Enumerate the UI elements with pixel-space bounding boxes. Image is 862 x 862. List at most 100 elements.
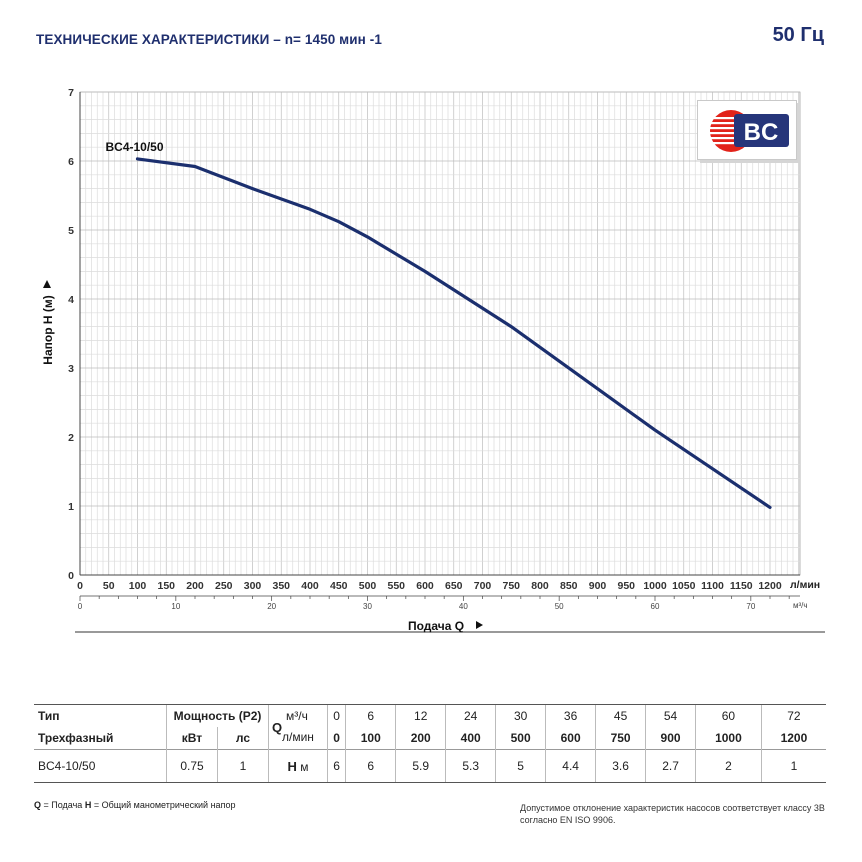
x2-tick-label: 30: [363, 602, 372, 611]
x2-tick-label: 40: [459, 602, 468, 611]
table-header-row: Тип Мощность (P2) Q м³/ч л/мин 0 6 12 24…: [34, 704, 826, 750]
x-tick-label: 1150: [730, 580, 753, 592]
y-tick-label: 7: [68, 87, 74, 99]
x2-tick-label: 50: [555, 602, 564, 611]
h-cell: 6: [326, 749, 346, 783]
x-tick-label: 200: [186, 580, 204, 592]
table-row: BC4-10/50 0.75 1 H м 6 6 5.9 5.3 5 4.4 3…: [34, 749, 826, 783]
x2-tick-label: 60: [651, 602, 660, 611]
q-m3-cell: 6: [345, 704, 396, 727]
x-tick-label: 400: [301, 580, 319, 592]
q-m3-cell: 30: [495, 704, 546, 727]
x-tick-label: 1000: [643, 580, 667, 592]
kw-cell: 0.75: [166, 749, 218, 783]
q-m3-cell: 45: [595, 704, 646, 727]
x-axis-unit: л/мин: [790, 579, 820, 591]
x-tick-label: 100: [129, 580, 147, 592]
x-tick-label: 0: [77, 580, 83, 592]
y-tick-labels: 0 1 2 3 4 5 6 7: [68, 87, 74, 582]
y-tick-label: 2: [68, 432, 74, 444]
q-lmin-cell: 1200: [760, 727, 826, 750]
y-tick-label: 5: [68, 225, 74, 237]
h-cell: 2: [695, 749, 762, 783]
hdr-type: Тип: [34, 704, 167, 727]
x2-tick-label: 20: [267, 602, 276, 611]
h-label-cell: H м: [268, 749, 328, 783]
y-axis-label: Напор H (м): [41, 295, 55, 364]
y-tick-label: 1: [68, 501, 74, 513]
h-cell: 5.9: [395, 749, 446, 783]
x-axis-arrow-icon: [476, 621, 483, 629]
plot-area: [79, 91, 801, 576]
q-lmin-cell: 600: [545, 727, 596, 750]
tolerance-note: Допустимое отклонение характеристик насо…: [520, 803, 825, 825]
q-m3-cell: 36: [545, 704, 596, 727]
x-tick-label: 550: [387, 580, 405, 592]
x-tick-label: 1050: [672, 580, 696, 592]
q-lmin-cell: 100: [345, 727, 396, 750]
x-tick-label: 600: [416, 580, 434, 592]
x-tick-label: 800: [531, 580, 549, 592]
q-lmin-cell: 200: [395, 727, 446, 750]
h-cell: 3.6: [595, 749, 646, 783]
model-cell: BC4-10/50: [34, 749, 167, 783]
series-label: BC4-10/50: [106, 140, 164, 154]
h-cell: 5: [495, 749, 546, 783]
q-m3-cell: 0: [326, 704, 346, 727]
x-tick-label: 950: [617, 580, 635, 592]
x-tick-label: 1100: [701, 580, 724, 592]
table-subheader-row: Трехфазный кВт лс 0 100 200 400 500 600 …: [34, 727, 826, 750]
h-cell: 4.4: [545, 749, 596, 783]
hdr-q-cell: Q м³/ч л/мин: [268, 704, 328, 750]
hp-cell: 1: [217, 749, 269, 783]
x-tick-label: 150: [157, 580, 175, 592]
hdr-kw: кВт: [166, 727, 218, 750]
q-lmin-cell: 1000: [695, 727, 762, 750]
x2-axis-unit: м³/ч: [793, 601, 808, 610]
hdr-phase: Трехфазный: [38, 731, 114, 745]
q-m3-cell: 12: [395, 704, 446, 727]
chart-axes: [79, 92, 800, 576]
spec-table: Тип Мощность (P2) Q м³/ч л/мин 0 6 12 24…: [34, 704, 826, 783]
frequency-label: 50 Гц: [772, 24, 824, 46]
x2-tick-label: 70: [746, 602, 755, 611]
svg-text:BC: BC: [744, 119, 779, 146]
x2-tick-label: 0: [78, 602, 83, 611]
h-cell: 5.3: [445, 749, 496, 783]
q-m3-cell: 60: [695, 704, 762, 727]
h-cell: 6: [345, 749, 396, 783]
q-m3-cell: 72: [760, 704, 826, 727]
q-m3-cell: 24: [445, 704, 496, 727]
x-tick-label: 500: [359, 580, 377, 592]
q-lmin-cell: 750: [595, 727, 646, 750]
x-tick-label: 750: [502, 580, 520, 592]
hdr-hp: лс: [217, 727, 269, 750]
q-lmin-cell: 900: [645, 727, 696, 750]
x-tick-label: 900: [589, 580, 607, 592]
x-tick-label: 250: [215, 580, 233, 592]
series-line: [135, 157, 772, 509]
x-tick-label: 700: [474, 580, 492, 592]
y-tick-label: 4: [68, 294, 74, 306]
q-m3-cell: 54: [645, 704, 696, 727]
x-axis-label: Подача Q: [408, 619, 464, 633]
secondary-x-axis: 0 10 20 30 40 50 60 70: [78, 595, 800, 611]
y-tick-label: 3: [68, 363, 74, 375]
h-cell: 2.7: [645, 749, 696, 783]
legend-note: Q = Подача H = Общий манометрический нап…: [34, 800, 236, 810]
hdr-power: Мощность (P2): [166, 704, 269, 727]
x-tick-label: 1200: [758, 580, 782, 592]
chart-grid: [79, 91, 801, 576]
q-lmin-cell: 500: [495, 727, 546, 750]
y-tick-label: 6: [68, 156, 74, 168]
x-tick-label: 650: [445, 580, 463, 592]
x-tick-label: 850: [560, 580, 578, 592]
q-lmin-cell: 400: [445, 727, 496, 750]
h-cell: 1: [760, 749, 826, 783]
page-title: ТЕХНИЧЕСКИЕ ХАРАКТЕРИСТИКИ – n= 1450 мин…: [36, 32, 382, 47]
q-lmin-cell: 0: [326, 727, 346, 750]
x-tick-label: 50: [103, 580, 115, 592]
x-tick-labels: 0 50 100 150 200 250 300 350 400 450 500 550 600 650 7…: [77, 580, 782, 592]
bc-logo: BC: [697, 100, 797, 160]
